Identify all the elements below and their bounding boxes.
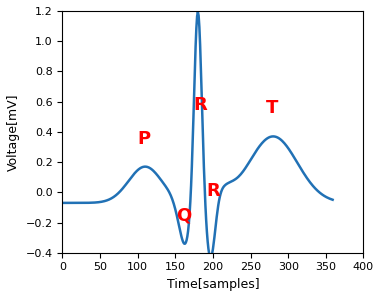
Text: R: R — [193, 96, 207, 114]
Text: R: R — [206, 182, 220, 200]
Y-axis label: Voltage[mV]: Voltage[mV] — [7, 93, 20, 171]
Text: P: P — [137, 131, 150, 148]
Text: T: T — [266, 99, 279, 117]
Text: Q: Q — [176, 206, 191, 224]
X-axis label: Time[samples]: Time[samples] — [166, 278, 259, 291]
